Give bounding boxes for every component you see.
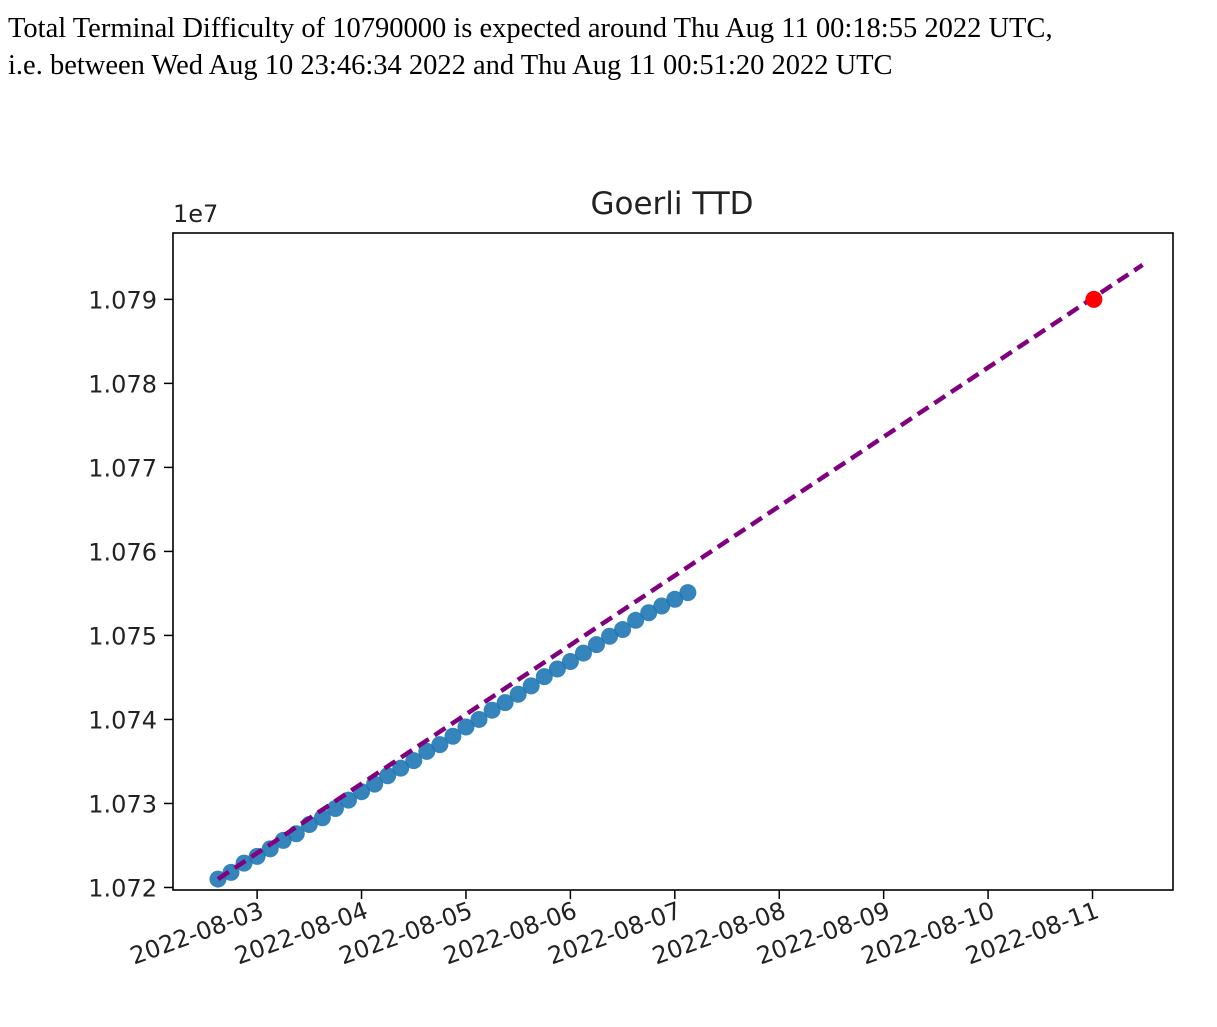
data-point (274, 831, 292, 849)
data-point (496, 694, 514, 712)
data-point (483, 701, 501, 719)
data-point (587, 636, 605, 654)
y-tick-label: 1.075 (88, 622, 157, 650)
data-point (509, 685, 527, 703)
data-point (601, 627, 619, 645)
chart-title: Goerli TTD (590, 186, 753, 222)
data-point (627, 611, 645, 629)
y-tick-label: 1.076 (88, 538, 157, 566)
data-point (261, 840, 279, 858)
y-tick-label: 1.078 (88, 370, 157, 398)
data-point (313, 809, 331, 827)
result-line-2: i.e. between Wed Aug 10 23:46:34 2022 an… (8, 50, 893, 81)
y-tick-label: 1.079 (88, 286, 157, 314)
data-point (392, 759, 410, 777)
y-tick-label: 1.072 (88, 874, 157, 902)
data-point (666, 590, 684, 608)
data-point (379, 767, 397, 785)
data-point (457, 718, 475, 736)
data-point (470, 710, 488, 728)
plot-marks (209, 263, 1144, 888)
data-point (679, 584, 697, 602)
data-point (561, 652, 579, 670)
data-point (548, 660, 566, 678)
data-point (444, 727, 462, 745)
plot-area-border (172, 232, 1174, 891)
data-point (614, 621, 632, 639)
data-point (574, 644, 592, 662)
y-tick-label: 1.074 (88, 706, 157, 734)
axes-frame (172, 232, 1174, 891)
fit-line (216, 263, 1144, 881)
data-point (535, 668, 553, 686)
data-point (431, 736, 449, 754)
y-tick-label: 1.077 (88, 454, 157, 482)
result-text: Total Terminal Difficulty of 10790000 is… (8, 10, 1208, 84)
data-point (418, 742, 436, 760)
result-line-1: Total Terminal Difficulty of 10790000 is… (8, 13, 1053, 44)
data-point (326, 800, 344, 818)
data-point (653, 597, 671, 615)
data-point (405, 752, 423, 770)
y-tick-label: 1.073 (88, 790, 157, 818)
ttd-target-point (1085, 290, 1103, 308)
data-point (522, 677, 540, 695)
y-offset-label: 1e7 (173, 200, 218, 228)
data-point (640, 604, 658, 622)
